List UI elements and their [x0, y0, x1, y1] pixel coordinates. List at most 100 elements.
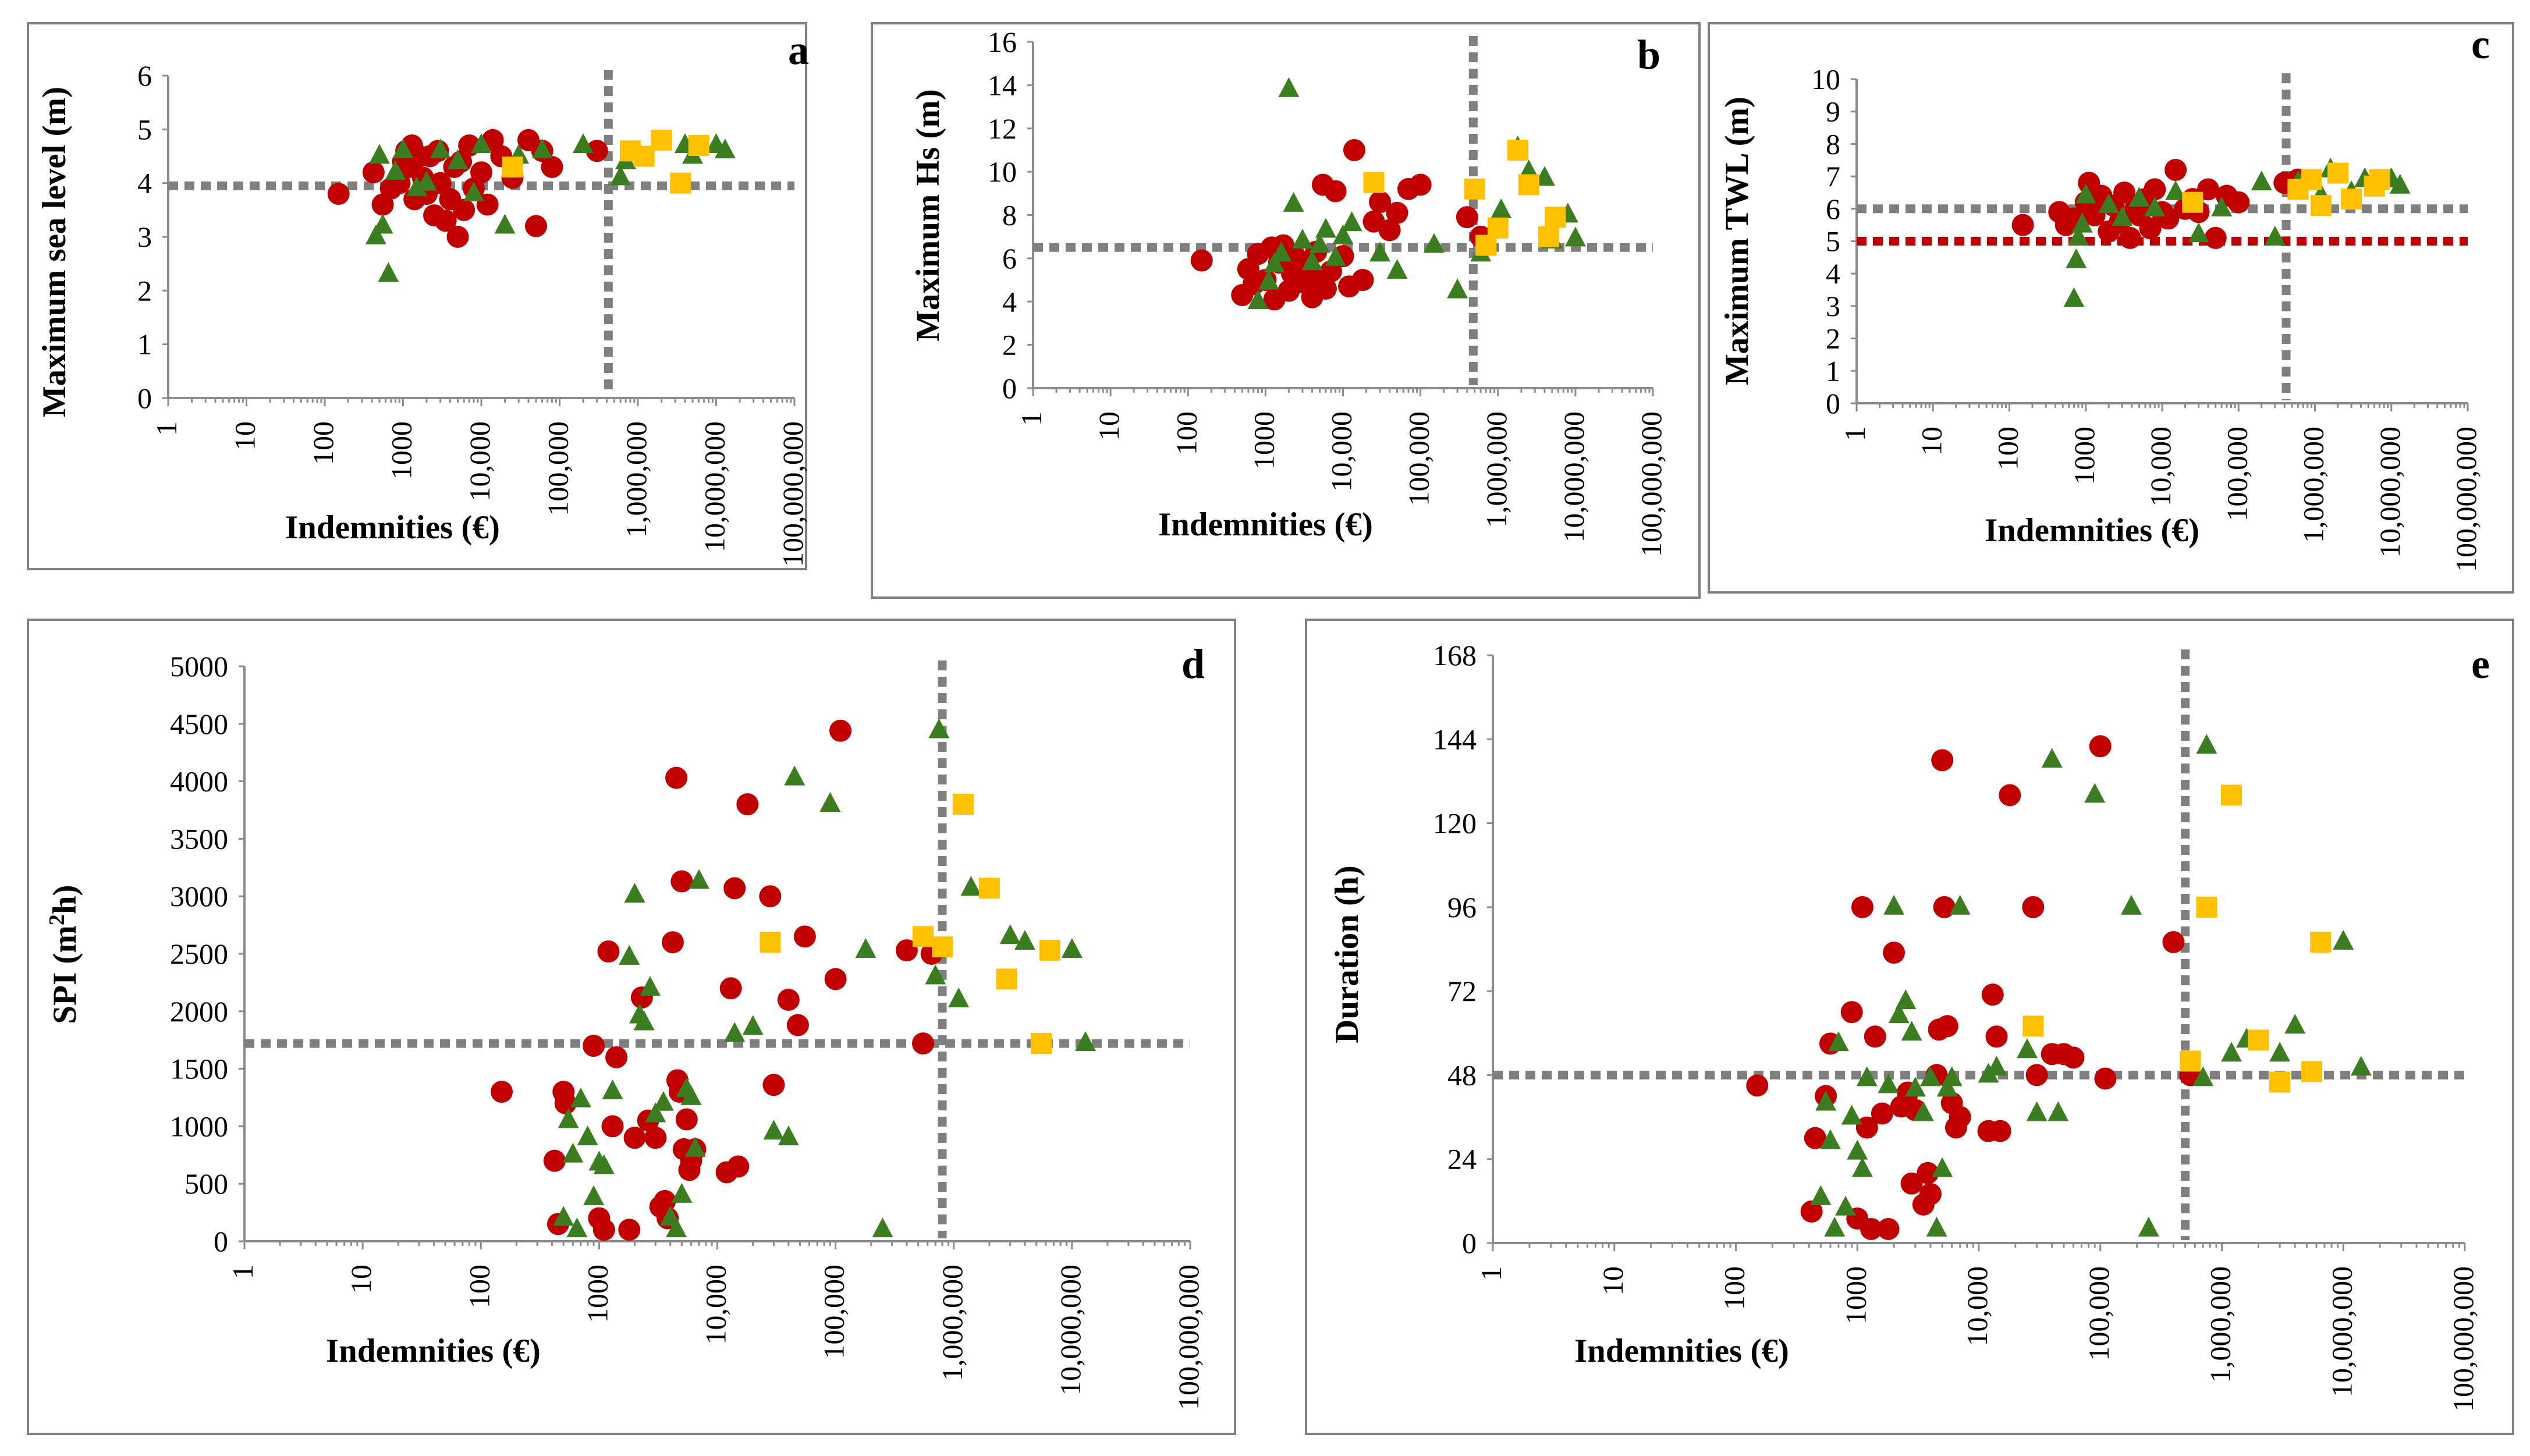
y-tick-label: 4: [1002, 285, 1017, 318]
y-tick-label: 2500: [170, 937, 228, 970]
x-tick-label: 1: [1839, 427, 1871, 441]
data-point-triangle: [2192, 1066, 2214, 1086]
data-point-triangle: [2144, 196, 2166, 216]
data-point-triangle: [1883, 894, 1905, 915]
y-tick-label: 1: [1826, 354, 1840, 387]
data-point-square: [1039, 940, 1060, 961]
y-tick-label: 2: [1002, 329, 1017, 361]
data-point-triangle: [430, 139, 451, 159]
data-point-triangle: [1341, 211, 1362, 232]
y-tick-label: 4: [137, 167, 152, 200]
panel-d: 0 500 1000 1500 2000 2500 3000 3500 4000 4500 5000…: [27, 619, 1236, 1435]
data-point-triangle: [1819, 1129, 1841, 1149]
panel-frame: [871, 22, 1701, 599]
data-point-triangle: [684, 1137, 706, 1157]
data-point-triangle: [2165, 180, 2187, 200]
data-point-circle: [1931, 749, 1954, 772]
data-point-triangle: [619, 944, 640, 965]
data-point-circle: [1871, 1102, 1893, 1125]
y-tick-label: 0: [1462, 1227, 1477, 1259]
data-point-triangle: [372, 214, 393, 234]
panel-frame: [1708, 22, 2514, 594]
data-point-circle: [727, 1155, 750, 1178]
data-point-triangle: [1856, 1066, 1878, 1086]
x-tick-label: 100,000,000: [2447, 1266, 2479, 1412]
data-point-square: [1464, 178, 1485, 200]
data-point-circle: [525, 215, 548, 237]
x-tick-label: 10,000: [463, 421, 496, 502]
data-point-circle: [895, 939, 918, 962]
data-point-triangle: [652, 1091, 674, 1111]
data-point-triangle: [1824, 1216, 1846, 1237]
data-point-circle: [434, 209, 457, 232]
y-tick-label: 3: [1826, 290, 1840, 322]
data-point-circle: [453, 198, 476, 221]
panel-letter: b: [1637, 31, 1660, 78]
x-tick-label: 100: [307, 421, 339, 465]
y-axis-title: Maximum TWL (m): [1719, 97, 1755, 385]
x-tick-label: 100: [463, 1265, 495, 1308]
data-point-circle: [1999, 784, 2021, 807]
y-tick-label: 0: [214, 1225, 228, 1258]
y-axis-title: Maximum sea level (m): [36, 87, 73, 417]
x-tick-label: 10: [1915, 427, 1947, 456]
data-point-circle: [2227, 191, 2250, 214]
data-point-circle: [2162, 931, 2185, 953]
data-point-triangle: [2066, 248, 2087, 268]
data-point-triangle: [1851, 1157, 1873, 1177]
data-point-square: [2248, 1029, 2269, 1051]
x-tick-label: 1,000,000: [1480, 411, 1513, 528]
y-axis-title: Duration (h): [1329, 865, 1365, 1043]
data-point-square: [2369, 169, 2390, 190]
data-point-triangle: [1258, 269, 1279, 290]
data-point-triangle: [406, 176, 428, 196]
data-point-circle: [723, 877, 746, 900]
y-tick-label: 0: [1826, 387, 1840, 420]
data-point-triangle: [2221, 1042, 2242, 1062]
data-point-circle: [736, 793, 759, 816]
data-point-triangle: [577, 1125, 598, 1146]
data-point-triangle: [1949, 894, 1971, 915]
data-point-circle: [2164, 158, 2187, 181]
data-point-circle: [2089, 735, 2112, 758]
data-point-circle: [1840, 1001, 1863, 1024]
data-point-triangle: [1534, 166, 1555, 186]
data-point-triangle: [2138, 1216, 2159, 1237]
data-point-circle: [597, 940, 620, 963]
data-point-square: [688, 135, 709, 157]
x-tick-label: 10,000: [1961, 1266, 1993, 1347]
data-point-circle: [1877, 1217, 1900, 1240]
data-point-triangle: [562, 1142, 584, 1163]
data-point-square: [2022, 1015, 2044, 1037]
x-axis-title: Indemnities (€): [1574, 1333, 1789, 1369]
x-tick-label: 10: [345, 1265, 377, 1294]
data-point-circle: [777, 989, 800, 1011]
data-point-triangle: [778, 1125, 799, 1146]
data-point-triangle: [463, 182, 484, 202]
y-tick-label: 1500: [170, 1053, 228, 1085]
data-point-square: [932, 936, 953, 958]
data-point-circle: [1883, 942, 1906, 964]
x-tick-label: 1,000,000: [620, 421, 652, 538]
data-point-square: [2310, 195, 2332, 216]
data-point-circle: [1855, 1116, 1878, 1139]
panel-letter: c: [2471, 21, 2490, 68]
data-point-circle: [554, 1092, 577, 1114]
data-point-circle: [605, 1046, 628, 1068]
x-tick-label: 100,000,000: [1635, 411, 1667, 557]
data-point-circle: [1324, 180, 1347, 203]
data-point-circle: [1409, 173, 1432, 196]
data-point-triangle: [1271, 242, 1292, 262]
data-point-circle: [601, 1115, 624, 1138]
data-point-triangle: [925, 964, 946, 985]
data-point-circle: [661, 931, 684, 954]
data-point-square: [1545, 207, 1566, 228]
data-point-triangle: [645, 1102, 666, 1123]
y-tick-label: 2: [137, 274, 152, 307]
data-point-triangle: [1491, 198, 1512, 218]
data-point-circle: [1369, 191, 1392, 214]
x-tick-label: 1: [1475, 1266, 1507, 1281]
data-point-triangle: [365, 224, 386, 244]
data-point-triangle: [369, 144, 391, 164]
